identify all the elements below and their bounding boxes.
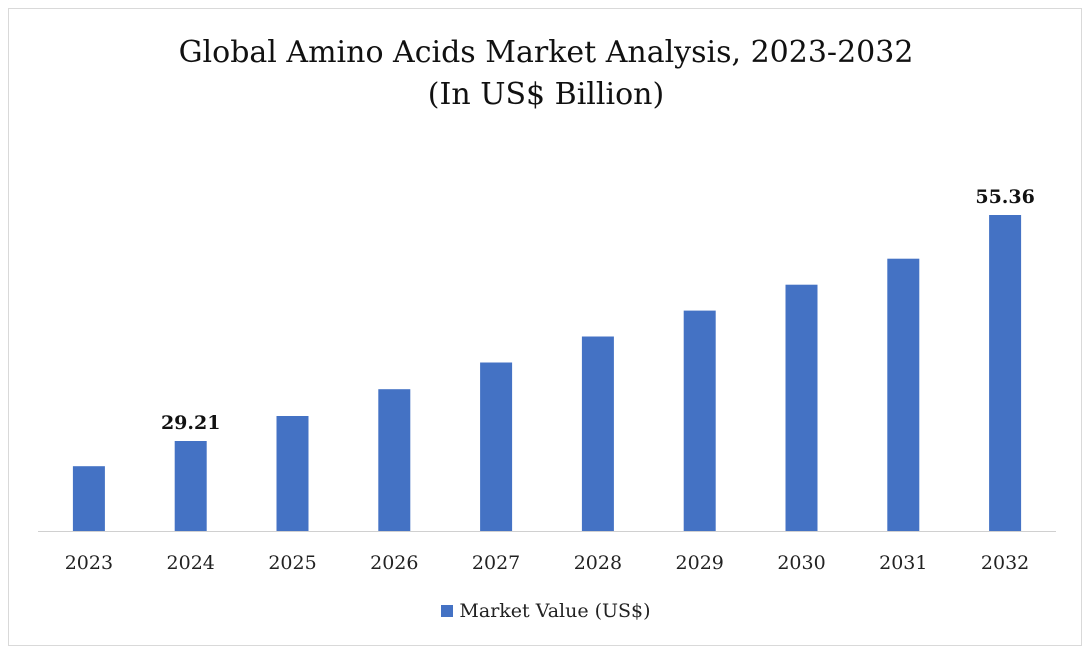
x-tick-label-2027: 2027	[472, 552, 520, 574]
data-label-2024: 29.21	[161, 412, 221, 434]
x-tick-label-2032: 2032	[981, 552, 1029, 574]
x-tick-label-2024: 2024	[167, 552, 215, 574]
x-tick-label-2030: 2030	[777, 552, 825, 574]
bar-2025	[276, 416, 309, 531]
bar-2030	[785, 284, 818, 531]
bar-2023	[72, 466, 105, 531]
x-tick-label-2029: 2029	[676, 552, 724, 574]
bar-2032	[989, 215, 1022, 531]
x-tick-label-2025: 2025	[268, 552, 316, 574]
chart-subtitle: (In US$ Billion)	[427, 77, 665, 112]
x-tick-label-2023: 2023	[65, 552, 113, 574]
bar-2031	[887, 258, 920, 531]
bar-2026	[378, 389, 411, 531]
x-tick-label-2028: 2028	[574, 552, 622, 574]
legend: Market Value (US$)	[0, 600, 1092, 622]
x-tick-label-2026: 2026	[370, 552, 418, 574]
legend-label: Market Value (US$)	[459, 600, 651, 622]
x-tick-label-2031: 2031	[879, 552, 927, 574]
chart-title: Global Amino Acids Market Analysis, 2023…	[178, 35, 914, 70]
bar-2024	[174, 441, 207, 531]
legend-swatch	[441, 605, 454, 617]
bar-2027	[480, 362, 513, 531]
bar-2028	[581, 336, 614, 531]
bar-2029	[683, 310, 716, 531]
data-label-2032: 55.36	[975, 186, 1035, 208]
